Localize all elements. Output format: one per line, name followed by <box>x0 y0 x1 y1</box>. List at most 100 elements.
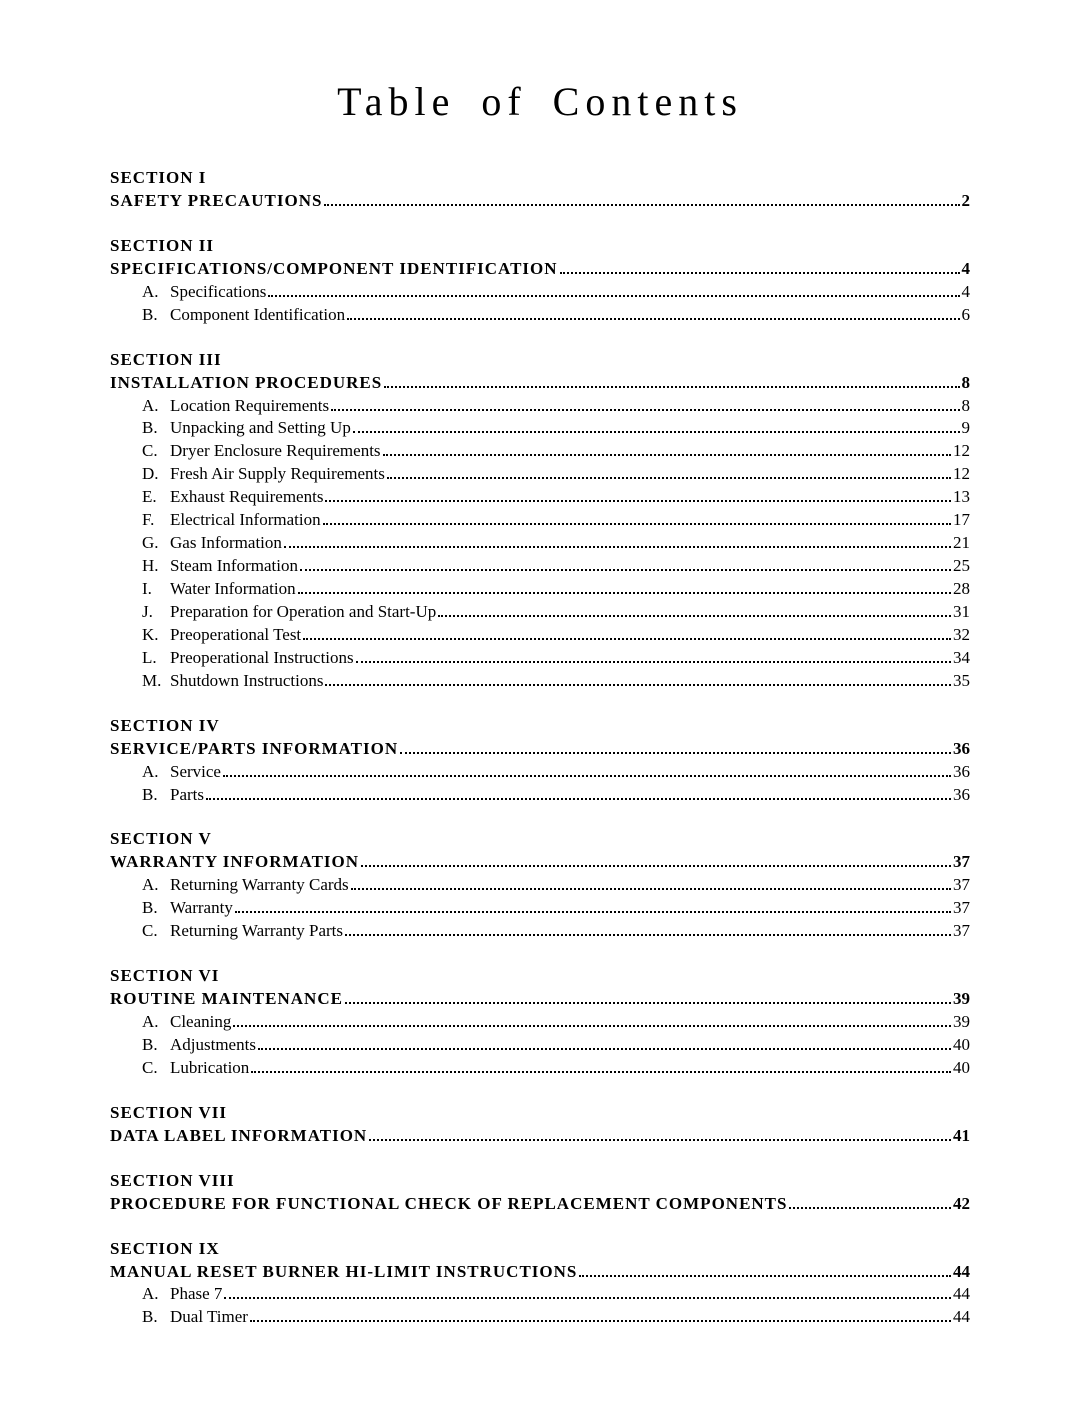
toc-subitem-row: A.Phase 7 44 <box>110 1283 970 1306</box>
toc-subitem-letter: A. <box>142 1283 170 1306</box>
toc-subitem-label: B.Dual Timer <box>110 1306 248 1329</box>
toc-subitem-label: C.Dryer Enclosure Requirements <box>110 440 381 463</box>
section-heading-page: 2 <box>962 190 971 213</box>
toc-subitem-row: A.Location Requirements 8 <box>110 395 970 418</box>
toc-subitem-page: 28 <box>953 578 970 601</box>
section-heading-row: SAFETY PRECAUTIONS 2 <box>110 190 970 213</box>
section-heading-label: MANUAL RESET BURNER HI-LIMIT INSTRUCTION… <box>110 1261 577 1284</box>
dot-leader <box>224 1297 951 1299</box>
toc-subitem-text: Phase 7 <box>170 1283 222 1306</box>
toc-subitem-row: F.Electrical Information 17 <box>110 509 970 532</box>
toc-subitem-letter: G. <box>142 532 170 555</box>
toc-subitem-page: 40 <box>953 1034 970 1057</box>
toc-subitem-letter: L. <box>142 647 170 670</box>
toc-subitem-page: 12 <box>953 440 970 463</box>
dot-leader <box>268 295 959 297</box>
toc-subitem-page: 36 <box>953 784 970 807</box>
toc-subitem-page: 8 <box>962 395 971 418</box>
toc-subitem-letter: H. <box>142 555 170 578</box>
toc-subitem-label: A.Specifications <box>110 281 266 304</box>
dot-leader <box>284 546 951 548</box>
dot-leader <box>438 615 951 617</box>
toc-subitem-label: B.Unpacking and Setting Up <box>110 417 351 440</box>
toc-subitem-page: 17 <box>953 509 970 532</box>
page: Table of Contents SECTION ISAFETY PRECAU… <box>0 0 1080 1411</box>
toc-subitem-page: 31 <box>953 601 970 624</box>
section-label: SECTION III <box>110 349 970 372</box>
toc-subitem-label: G.Gas Information <box>110 532 282 555</box>
section-heading-label: DATA LABEL INFORMATION <box>110 1125 367 1148</box>
toc-subitem-row: D.Fresh Air Supply Requirements 12 <box>110 463 970 486</box>
dot-leader <box>223 775 951 777</box>
toc-subitem-label: D.Fresh Air Supply Requirements <box>110 463 385 486</box>
toc-subitem-letter: B. <box>142 784 170 807</box>
dot-leader <box>345 934 951 936</box>
section-label: SECTION VIII <box>110 1170 970 1193</box>
dot-leader <box>345 1002 951 1004</box>
section-label: SECTION VI <box>110 965 970 988</box>
toc-subitem-letter: B. <box>142 304 170 327</box>
toc-subitem-text: Fresh Air Supply Requirements <box>170 463 385 486</box>
section-heading-page: 44 <box>953 1261 970 1284</box>
dot-leader <box>383 454 951 456</box>
toc-subitem-letter: I. <box>142 578 170 601</box>
toc-subitem-page: 34 <box>953 647 970 670</box>
toc-subitem-row: B.Warranty 37 <box>110 897 970 920</box>
toc-subitem-page: 35 <box>953 670 970 693</box>
toc-subitem-page: 9 <box>962 417 971 440</box>
toc-subitem-text: Specifications <box>170 281 266 304</box>
toc-subitem-letter: C. <box>142 1057 170 1080</box>
toc-container: SECTION ISAFETY PRECAUTIONS 2SECTION IIS… <box>110 167 970 1329</box>
section-heading-page: 36 <box>953 738 970 761</box>
section-heading-row: MANUAL RESET BURNER HI-LIMIT INSTRUCTION… <box>110 1261 970 1284</box>
toc-subitem-label: A.Service <box>110 761 221 784</box>
toc-subitem-label: C.Returning Warranty Parts <box>110 920 343 943</box>
section-heading-row: SPECIFICATIONS/COMPONENT IDENTIFICATION … <box>110 258 970 281</box>
dot-leader <box>351 888 951 890</box>
toc-subitem-row: B.Adjustments 40 <box>110 1034 970 1057</box>
toc-subitem-text: Warranty <box>170 897 233 920</box>
toc-subitem-text: Returning Warranty Parts <box>170 920 343 943</box>
section-heading-label: INSTALLATION PROCEDURES <box>110 372 382 395</box>
section-heading-label: ROUTINE MAINTENANCE <box>110 988 343 1011</box>
toc-subitem-label: L.Preoperational Instructions <box>110 647 354 670</box>
section-block: SECTION IVSERVICE/PARTS INFORMATION 36 A.… <box>110 715 970 807</box>
toc-subitem-row: I.Water Information 28 <box>110 578 970 601</box>
dot-leader <box>325 500 951 502</box>
toc-subitem-page: 44 <box>953 1306 970 1329</box>
toc-subitem-page: 6 <box>962 304 971 327</box>
toc-subitem-letter: A. <box>142 761 170 784</box>
section-label: SECTION IX <box>110 1238 970 1261</box>
dot-leader <box>353 431 960 433</box>
toc-subitem-letter: A. <box>142 395 170 418</box>
toc-subitem-label: A.Returning Warranty Cards <box>110 874 349 897</box>
dot-leader <box>560 272 960 274</box>
dot-leader <box>251 1071 951 1073</box>
section-label: SECTION IV <box>110 715 970 738</box>
toc-subitem-page: 32 <box>953 624 970 647</box>
section-label: SECTION II <box>110 235 970 258</box>
toc-subitem-label: B.Component Identification <box>110 304 345 327</box>
toc-subitem-row: B.Unpacking and Setting Up 9 <box>110 417 970 440</box>
toc-subitem-text: Parts <box>170 784 204 807</box>
section-label: SECTION VII <box>110 1102 970 1125</box>
toc-subitem-letter: B. <box>142 417 170 440</box>
section-block: SECTION ISAFETY PRECAUTIONS 2 <box>110 167 970 213</box>
dot-leader <box>303 638 951 640</box>
toc-subitem-label: B.Warranty <box>110 897 233 920</box>
dot-leader <box>384 386 959 388</box>
toc-subitem-text: Returning Warranty Cards <box>170 874 349 897</box>
toc-subitem-letter: D. <box>142 463 170 486</box>
toc-subitem-label: C.Lubrication <box>110 1057 249 1080</box>
toc-subitem-label: H.Steam Information <box>110 555 298 578</box>
section-heading-label: SERVICE/PARTS INFORMATION <box>110 738 398 761</box>
dot-leader <box>369 1139 951 1141</box>
toc-subitem-text: Lubrication <box>170 1057 249 1080</box>
toc-subitem-letter: C. <box>142 440 170 463</box>
toc-subitem-text: Preoperational Instructions <box>170 647 354 670</box>
dot-leader <box>387 477 951 479</box>
toc-subitem-letter: C. <box>142 920 170 943</box>
section-block: SECTION IIIINSTALLATION PROCEDURES 8A.Lo… <box>110 349 970 693</box>
toc-subitem-text: Cleaning <box>170 1011 231 1034</box>
toc-subitem-text: Unpacking and Setting Up <box>170 417 351 440</box>
